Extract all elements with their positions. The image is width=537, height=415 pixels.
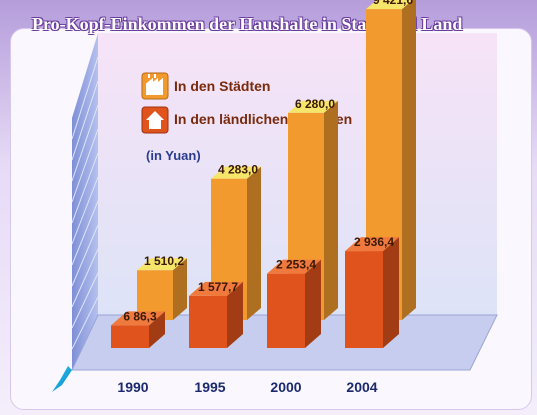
bar-front (345, 251, 383, 348)
bar-front (111, 325, 149, 348)
category-label-2004: 2004 (346, 379, 377, 395)
bar-top (211, 166, 261, 179)
bar-side (149, 311, 165, 348)
bar-top (267, 259, 321, 274)
bar-top (189, 281, 243, 296)
bar-front (267, 273, 305, 348)
bar-side (173, 258, 187, 320)
category-label-1995: 1995 (194, 379, 225, 395)
bar-side (305, 259, 321, 348)
axis-arrow (52, 366, 72, 392)
bar-rural-1995: 1 577,7 (189, 280, 243, 348)
unit-label: (in Yuan) (146, 148, 201, 163)
bar-value-label: 6 86,3 (123, 309, 157, 323)
bar-top (111, 311, 165, 326)
bar-top (288, 100, 338, 113)
bar-value-label: 9 421,6 (373, 0, 413, 7)
bar-value-label: 2 253,4 (276, 258, 316, 272)
bar-top (366, 0, 413, 10)
bar-side (324, 100, 338, 320)
bar-value-label: 6 280,0 (295, 97, 335, 111)
bar-rural-1990: 6 86,3 (111, 309, 165, 348)
bar-rural-2004: 2 936,4 (345, 235, 399, 348)
bar-value-label: 2 936,4 (354, 235, 394, 249)
bar-side (383, 237, 399, 348)
category-label-1990: 1990 (117, 379, 148, 395)
bar-front (189, 295, 227, 348)
bar-value-label: 4 283,0 (218, 163, 258, 177)
bars-layer: 1 510,2 4 283,0 6 280,0 9 421,6 6 86,3 1 577,… (111, 0, 416, 348)
category-labels: 1990 1995 2000 2004 (117, 379, 377, 395)
bar-value-label: 1 577,7 (198, 280, 238, 294)
bar-side (227, 281, 243, 348)
side-wall-grid (71, 56, 99, 350)
category-label-2000: 2000 (270, 379, 301, 395)
bar-value-label: 1 510,2 (144, 254, 184, 268)
bar-rural-2000: 2 253,4 (267, 258, 321, 348)
bar-side (402, 0, 416, 320)
legend-item-urban: In den Städten (141, 72, 270, 100)
bar-top (345, 237, 399, 252)
bar-top (137, 258, 187, 271)
chart-title: Pro-Kopf-Einkommen der Haushalte in Stad… (32, 14, 463, 34)
legend-label-urban: In den Städten (174, 78, 270, 94)
bar-side (247, 166, 261, 320)
